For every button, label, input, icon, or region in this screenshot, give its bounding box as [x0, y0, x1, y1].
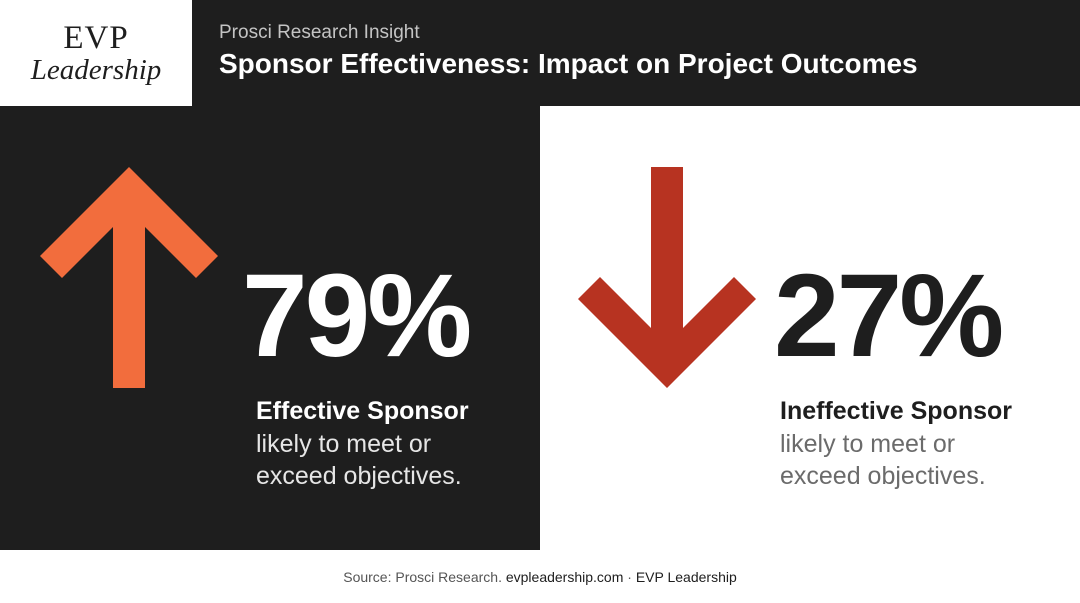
footer-source: Source: Prosci Research.: [343, 569, 502, 585]
effective-desc-line-2: exceed objectives.: [256, 462, 462, 490]
header-bar: EVP Leadership Prosci Research Insight S…: [0, 0, 1080, 106]
logo-line-leadership: Leadership: [30, 54, 162, 86]
effective-sponsor-description: likely to meet or exceed objectives.: [256, 428, 462, 492]
arrow-down-icon: [578, 167, 756, 388]
effective-desc-line-1: likely to meet or: [256, 430, 432, 458]
effective-sponsor-panel: 79% Effective Sponsor likely to meet or …: [0, 106, 540, 550]
ineffective-desc-line-1: likely to meet or: [780, 430, 956, 458]
logo: EVP Leadership: [0, 0, 192, 106]
ineffective-sponsor-description: likely to meet or exceed objectives.: [780, 428, 986, 492]
page-title: Sponsor Effectiveness: Impact on Project…: [219, 48, 918, 79]
footer-site-link[interactable]: evpleadership.com: [505, 569, 624, 585]
logo-line-evp: EVP: [63, 20, 129, 56]
arrow-up-icon: [40, 167, 218, 388]
effective-sponsor-label: Effective Sponsor: [256, 397, 469, 425]
header-kicker: Prosci Research Insight: [219, 22, 420, 43]
ineffective-sponsor-percentage: 27%: [774, 250, 1004, 382]
source-footer: Source: Prosci Research. evpleadership.c…: [0, 568, 1080, 586]
effective-sponsor-percentage: 79%: [242, 250, 472, 382]
ineffective-sponsor-label: Ineffective Sponsor: [780, 397, 1012, 425]
footer-separator: ·: [627, 569, 632, 585]
ineffective-desc-line-2: exceed objectives.: [780, 462, 986, 490]
ineffective-sponsor-panel: 27% Ineffective Sponsor likely to meet o…: [540, 106, 1080, 550]
footer-brand: EVP Leadership: [635, 569, 737, 585]
